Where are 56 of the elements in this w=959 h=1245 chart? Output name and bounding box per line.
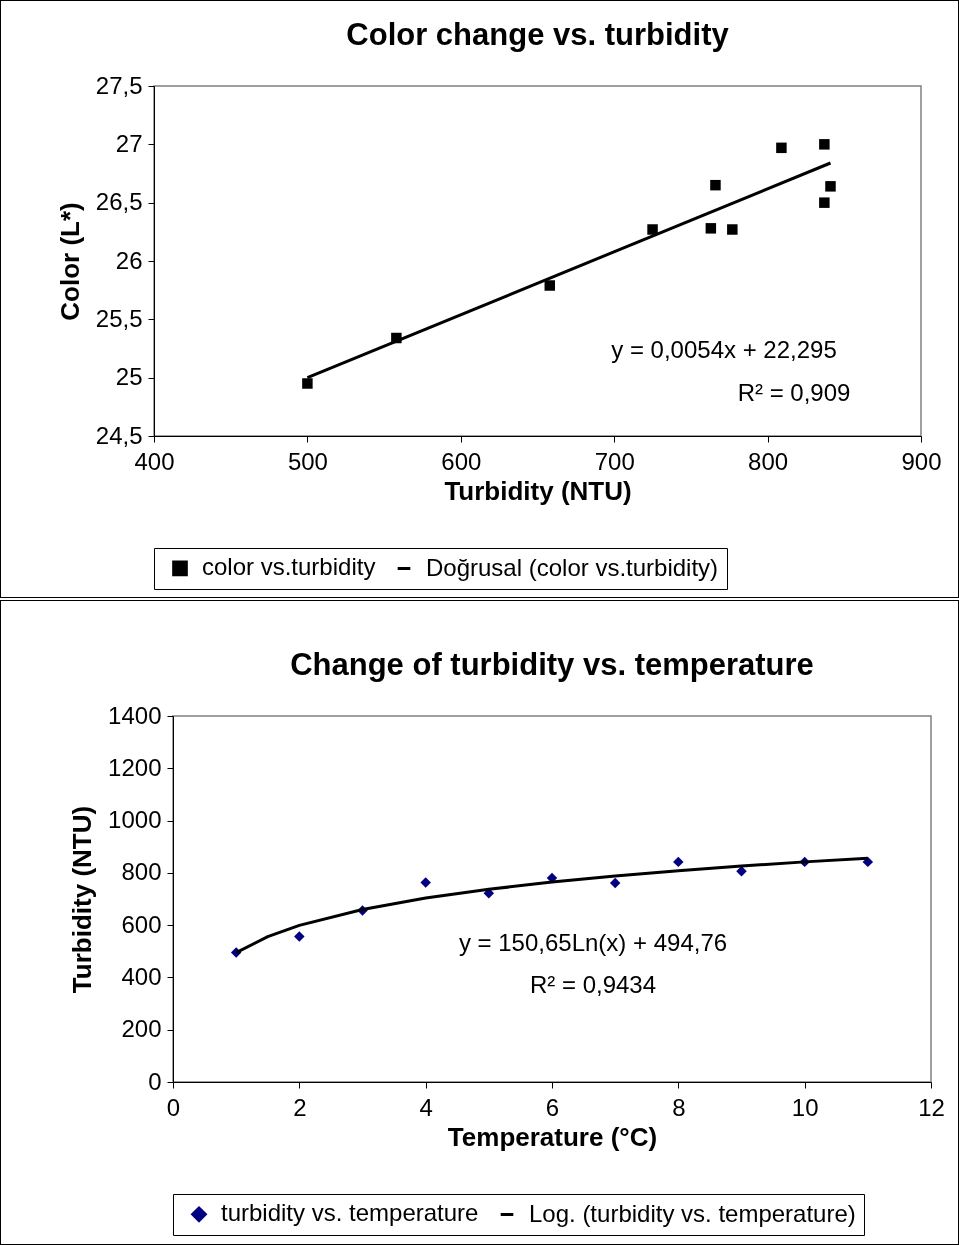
- x-tick-label: 2: [293, 1093, 307, 1121]
- point: [647, 224, 658, 235]
- legend-label: Log. (turbidity vs. temperature): [529, 1199, 856, 1227]
- point: [710, 179, 721, 191]
- legend-label: turbidity vs. temperature: [221, 1199, 479, 1227]
- chart-title: Change of turbidity vs. temperature: [290, 647, 814, 682]
- y-tick-label: 27,5: [95, 71, 143, 99]
- x-tick-label: 700: [594, 447, 635, 475]
- annotation: R² = 0,909: [737, 379, 851, 406]
- y-tick-label: 1400: [108, 701, 162, 729]
- y-tick-label: 25,5: [95, 304, 143, 332]
- y-tick-label: 1200: [108, 753, 162, 781]
- y-tick-label: 0: [148, 1067, 162, 1095]
- y-tick-label: 200: [121, 1015, 162, 1043]
- point: [302, 378, 313, 389]
- point: [736, 866, 747, 877]
- y-tick-label: 26: [115, 246, 143, 274]
- annotation: R² = 0,9434: [529, 971, 657, 998]
- point: [819, 197, 830, 208]
- y-tick-label: 800: [121, 858, 162, 886]
- chart-title: Color change vs. turbidity: [346, 17, 730, 52]
- y-tick-label: 25: [115, 363, 143, 391]
- x-tick-label: 8: [672, 1093, 686, 1121]
- x-tick-label: 900: [901, 447, 942, 475]
- y-tick-label: 400: [121, 962, 162, 990]
- y-tick-label: 1000: [108, 806, 162, 834]
- x-tick-label: 600: [441, 447, 482, 475]
- x-tick-label: 12: [918, 1093, 945, 1121]
- point: [544, 280, 556, 291]
- x-tick-label: 6: [545, 1093, 560, 1121]
- point: [294, 931, 305, 942]
- x-tick-label: 4: [419, 1093, 433, 1121]
- x-tick-label: 800: [748, 447, 789, 475]
- point: [825, 181, 836, 192]
- point: [420, 877, 431, 888]
- x-axis-title: Temperature (°C): [447, 1121, 658, 1152]
- y-tick-label: 600: [121, 910, 162, 938]
- y-tick-label: 24,5: [95, 421, 143, 449]
- x-tick-label: 500: [287, 447, 328, 475]
- x-tick-label: 10: [791, 1093, 819, 1121]
- y-tick-label: 27: [115, 129, 143, 157]
- point: [727, 224, 738, 235]
- y-axis-title: Turbidity (NTU): [67, 805, 98, 994]
- point: [673, 856, 684, 868]
- annotation: y = 0,0054x + 22,295: [611, 336, 837, 363]
- point: [819, 139, 830, 150]
- y-tick-label: 26,5: [95, 188, 143, 216]
- x-axis-title: Turbidity (NTU): [444, 475, 632, 506]
- legend-label: color vs.turbidity: [202, 553, 376, 581]
- x-tick-label: 0: [166, 1093, 181, 1121]
- point: [705, 223, 717, 234]
- point: [776, 142, 787, 154]
- point: [609, 877, 621, 889]
- y-axis-title: Color (L*): [54, 202, 85, 321]
- legend-label: Doğrusal (color vs.turbidity): [426, 553, 719, 581]
- annotation: y = 150,65Ln(x) + 494,76: [458, 929, 728, 956]
